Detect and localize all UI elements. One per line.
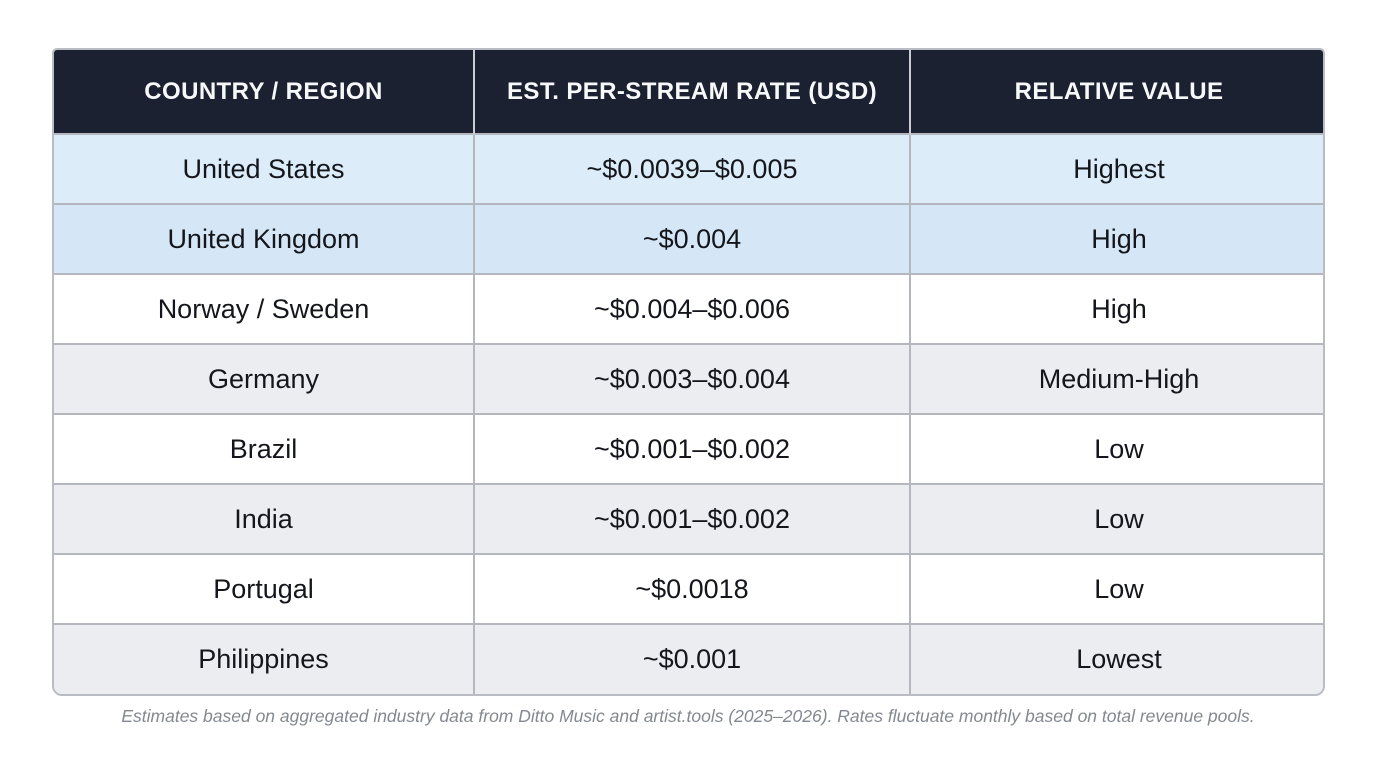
rate-cell: ~$0.0039–$0.005 — [473, 133, 910, 204]
country-cell: Philippines — [54, 623, 474, 694]
value-cell: Highest — [909, 133, 1323, 204]
value-cell: Low — [909, 413, 1323, 484]
table-row: Norway / Sweden ~$0.004–$0.006 High — [54, 273, 1323, 344]
rate-cell: ~$0.0018 — [473, 553, 910, 624]
rate-cell: ~$0.003–$0.004 — [473, 343, 910, 414]
rate-cell: ~$0.001–$0.002 — [473, 483, 910, 554]
country-cell: Portugal — [54, 553, 474, 624]
country-cell: United Kingdom — [54, 203, 474, 274]
streaming-rates-table: COUNTRY / REGION EST. PER-STREAM RATE (U… — [54, 50, 1323, 694]
country-cell: India — [54, 483, 474, 554]
value-cell: Low — [909, 483, 1323, 554]
table-row: Portugal ~$0.0018 Low — [54, 553, 1323, 624]
table-row: Germany ~$0.003–$0.004 Medium-High — [54, 343, 1323, 414]
column-header-relative-value: RELATIVE VALUE — [909, 50, 1323, 134]
rate-cell: ~$0.001 — [473, 623, 910, 694]
footnote: Estimates based on aggregated industry d… — [121, 706, 1255, 726]
column-header-rate: EST. PER-STREAM RATE (USD) — [473, 50, 910, 134]
value-cell: High — [909, 273, 1323, 344]
rate-cell: ~$0.004 — [473, 203, 910, 274]
country-cell: Norway / Sweden — [54, 273, 474, 344]
country-cell: Brazil — [54, 413, 474, 484]
table-row: United States ~$0.0039–$0.005 Highest — [54, 133, 1323, 204]
table-header-row: COUNTRY / REGION EST. PER-STREAM RATE (U… — [54, 50, 1323, 134]
streaming-rates-table-card: COUNTRY / REGION EST. PER-STREAM RATE (U… — [52, 48, 1325, 696]
table-row: Philippines ~$0.001 Lowest — [54, 623, 1323, 694]
value-cell: High — [909, 203, 1323, 274]
table-row: United Kingdom ~$0.004 High — [54, 203, 1323, 274]
country-cell: Germany — [54, 343, 474, 414]
table-row: India ~$0.001–$0.002 Low — [54, 483, 1323, 554]
column-header-country: COUNTRY / REGION — [54, 50, 474, 134]
value-cell: Lowest — [909, 623, 1323, 694]
value-cell: Medium-High — [909, 343, 1323, 414]
rate-cell: ~$0.004–$0.006 — [473, 273, 910, 344]
table-row: Brazil ~$0.001–$0.002 Low — [54, 413, 1323, 484]
rate-cell: ~$0.001–$0.002 — [473, 413, 910, 484]
value-cell: Low — [909, 553, 1323, 624]
country-cell: United States — [54, 133, 474, 204]
